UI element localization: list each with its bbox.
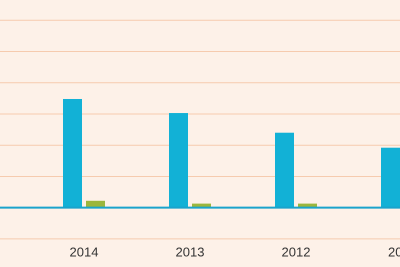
bar <box>192 203 211 208</box>
bar <box>275 132 294 208</box>
x-tick-label: 2012 <box>282 244 311 259</box>
bar <box>169 113 188 208</box>
x-tick-label: 2011 <box>388 244 400 259</box>
x-tick-label: 2013 <box>176 244 205 259</box>
bar <box>298 203 317 208</box>
bar <box>86 200 105 208</box>
x-tick-label: 2014 <box>70 244 99 259</box>
bar <box>381 147 400 208</box>
bar <box>63 98 82 208</box>
